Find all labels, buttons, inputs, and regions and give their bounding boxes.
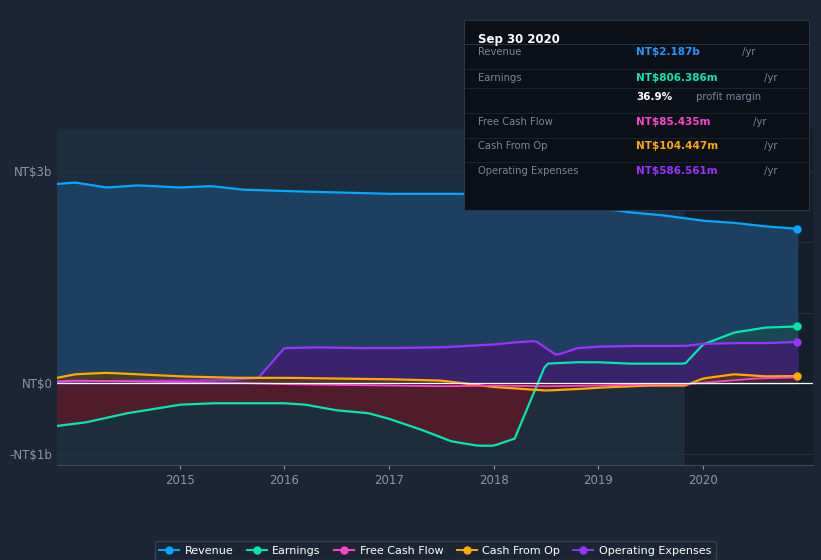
Text: /yr: /yr [739,47,755,57]
Text: NT$2.187b: NT$2.187b [636,47,700,57]
Text: 36.9%: 36.9% [636,92,672,102]
Legend: Revenue, Earnings, Free Cash Flow, Cash From Op, Operating Expenses: Revenue, Earnings, Free Cash Flow, Cash … [154,541,716,560]
Text: Cash From Op: Cash From Op [478,142,547,151]
Text: Sep 30 2020: Sep 30 2020 [478,33,560,46]
Text: Earnings: Earnings [478,73,521,83]
Text: NT$806.386m: NT$806.386m [636,73,718,83]
Text: Free Cash Flow: Free Cash Flow [478,116,553,127]
Text: /yr: /yr [761,166,778,176]
Text: Operating Expenses: Operating Expenses [478,166,578,176]
Text: /yr: /yr [761,73,778,83]
Bar [686,129,813,465]
Text: profit margin: profit margin [693,92,761,102]
Text: Revenue: Revenue [478,47,521,57]
Text: NT$586.561m: NT$586.561m [636,166,718,176]
Text: NT$85.435m: NT$85.435m [636,116,711,127]
Text: /yr: /yr [761,142,778,151]
Text: NT$104.447m: NT$104.447m [636,142,718,151]
Text: /yr: /yr [750,116,767,127]
